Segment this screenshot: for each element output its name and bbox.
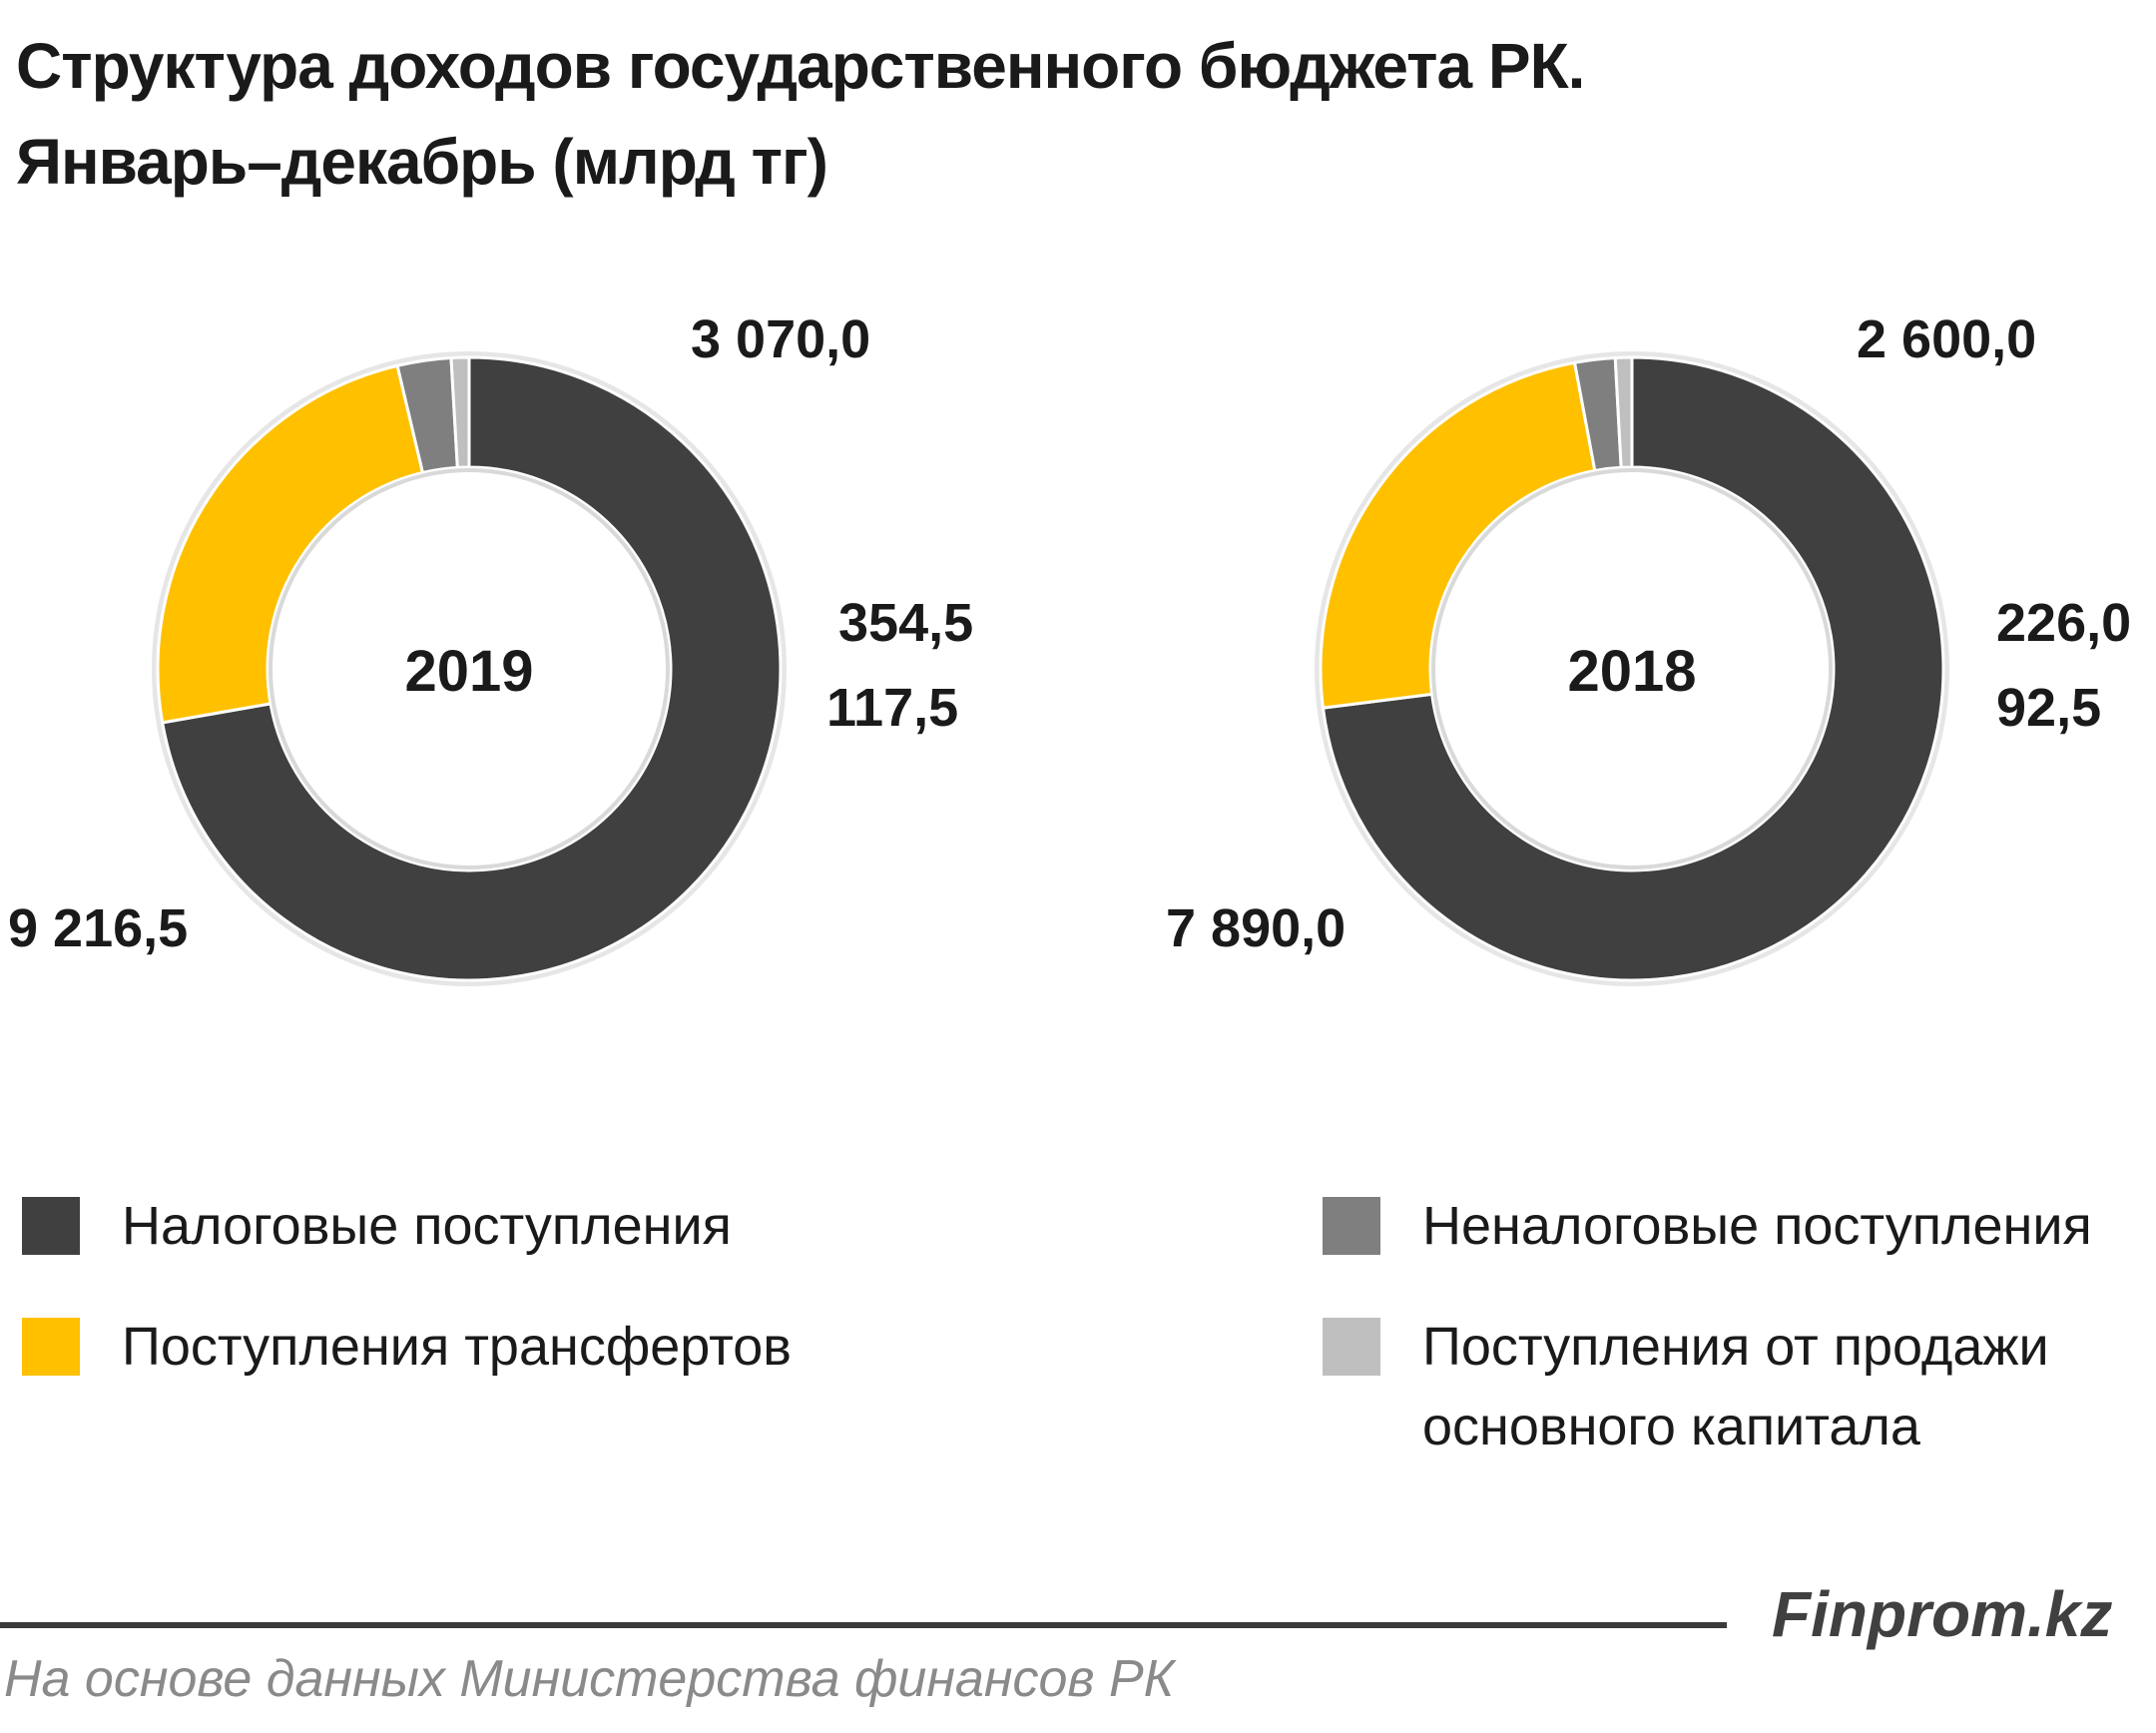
legend-label-capital-2: основного капитала: [1422, 1397, 1920, 1456]
data-label-capital-2019: 117,5: [826, 678, 958, 738]
slice-transfers-2018: [1319, 360, 1597, 710]
legend-label-tax: Налоговые поступления: [122, 1196, 732, 1256]
legend-label-capital-1: Поступления от продажи: [1422, 1317, 2049, 1377]
legend-swatch-transfers: [22, 1318, 80, 1376]
legend-swatch-tax: [22, 1197, 80, 1255]
source-note: На основе данных Министерства финансов Р…: [4, 1650, 1175, 1708]
data-label-transfers-2019: 3 070,0: [691, 309, 870, 369]
slice-tax-2019: [160, 355, 783, 982]
slice-transfers-2019: [156, 363, 425, 725]
slice-capital-2019: [449, 355, 471, 469]
data-label-nontax-2019: 354,5: [838, 593, 973, 653]
center-label-2019: 2019: [404, 639, 533, 704]
legend-swatch-nontax: [1323, 1197, 1380, 1255]
donut-outer-shadow: [152, 351, 787, 986]
data-label-tax-2018: 7 890,0: [1166, 898, 1346, 958]
footer-divider: [0, 1622, 1727, 1628]
legend-swatch-capital: [1323, 1318, 1380, 1376]
center-label-2018: 2018: [1567, 639, 1696, 704]
data-label-transfers-2018: 2 600,0: [1857, 309, 2036, 369]
slice-capital-2018: [1613, 355, 1634, 469]
data-label-tax-2019: 9 216,5: [8, 898, 188, 958]
legend-label-nontax: Неналоговые поступления: [1422, 1196, 2092, 1256]
donut-inner-hole: [1431, 468, 1833, 869]
data-label-nontax-2018: 226,0: [1996, 593, 2131, 653]
legend-label-transfers: Поступления трансфертов: [122, 1317, 792, 1377]
data-label-capital-2018: 92,5: [1996, 678, 2101, 738]
donut-outer-shadow: [1315, 351, 1949, 986]
donut-2018: 2018 7 890,0 2 600,0 226,0 92,5: [1166, 309, 2131, 986]
chart-title: Структура доходов государственного бюдже…: [16, 18, 2112, 210]
slice-tax-2018: [1321, 355, 1945, 982]
title-line-2: Январь–декабрь (млрд тг): [16, 126, 828, 198]
brand-logo: Finprom.kz: [1772, 1578, 2113, 1650]
title-line-1: Структура доходов государственного бюдже…: [16, 30, 1585, 102]
donut-inner-hole: [269, 468, 670, 869]
donut-2019: 2019 9 216,5 3 070,0 354,5 117,5: [8, 309, 973, 986]
